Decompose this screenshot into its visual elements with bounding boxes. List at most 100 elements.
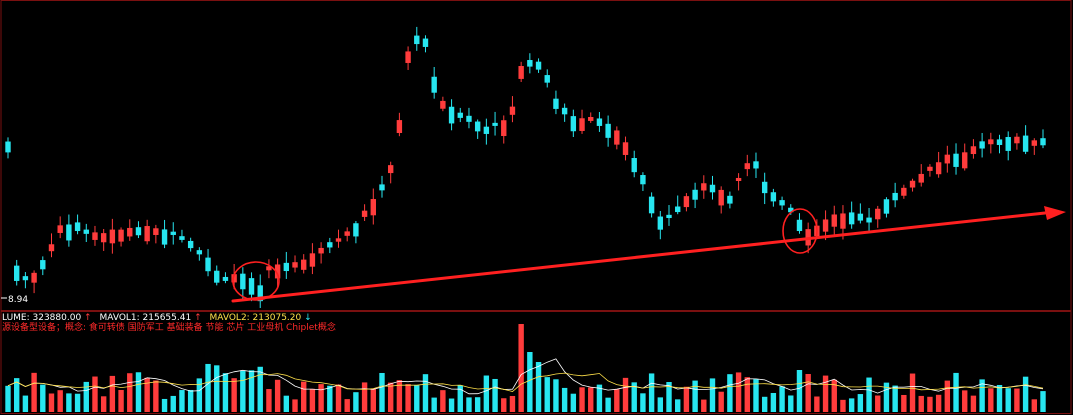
volume-bar [553,379,559,412]
volume-bar [466,397,472,412]
volume-bar [353,392,359,412]
volume-bar [909,373,916,412]
volume-arrow: ↑ [84,313,92,323]
volume-bar [492,378,498,412]
candle-body [570,116,577,132]
candle-body [509,106,516,115]
candle-body [866,217,872,223]
candle-body [222,276,229,281]
candle-body [448,106,455,124]
volume-bar [214,365,220,412]
candle-body [709,184,716,193]
volume-bar [709,378,716,412]
candle-body [596,118,603,126]
volume-bar [822,375,829,412]
candle-body [344,231,350,236]
candle-body [579,118,585,131]
candle-body [875,208,881,220]
volume-bar [414,385,420,412]
volume-bar [153,380,159,412]
volume-bar [274,379,281,412]
candle-body [327,242,333,248]
candle-body [153,228,159,235]
volume-bar [535,362,542,412]
candle-body [161,229,168,245]
volume-bar [170,395,176,412]
candle-body [561,107,568,115]
volume-bar [222,373,229,412]
volume-bar [605,397,611,412]
candle-body [144,226,150,242]
volume-bar [988,388,994,412]
candle-body [48,244,55,252]
candle-body [379,184,385,191]
candle-body [31,272,37,283]
volume-bar [814,396,820,412]
volume-bar [161,398,168,412]
candlestick-series [5,26,1046,308]
candle-body [883,199,890,214]
candle-body [735,177,742,181]
volume-bar [857,394,864,412]
volume-bar [918,395,924,412]
volume-bar [405,384,411,412]
volume-bar [1040,391,1046,412]
candle-body [892,192,898,201]
volume-bar [892,385,898,412]
candle-body [701,183,707,191]
volume-panel-frame [0,311,1072,414]
candle-body [92,232,98,240]
volume-bar [796,370,803,412]
candle-body [1022,135,1029,152]
volume-bar [831,379,837,412]
volume-bar [501,398,507,412]
volume-bar [970,395,977,412]
volume-bar [14,378,20,412]
candle-body [283,262,290,272]
candle-body [405,51,411,63]
volume-bar [761,396,768,412]
candle-body [414,35,420,45]
candle-body [431,76,437,93]
circle-marker-2 [782,208,818,254]
mavol1-line [7,358,1044,395]
volume-bar [266,389,272,412]
candle-body [527,60,533,67]
candle-body [770,192,777,202]
candle-body [935,162,942,175]
candle-body [796,219,803,232]
volume-bar [735,372,742,412]
volume-info-row: LUME: 323880.00 ↑ MAVOL1: 215655.41 ↑ MA… [2,313,312,323]
circle-marker-1 [232,261,280,301]
volume-bar [40,384,46,412]
volume-bar [231,378,237,412]
volume-bar [187,389,194,412]
volume-bar [22,395,29,412]
volume-bar [744,377,750,412]
candle-body [109,229,116,244]
volume-bar [953,372,959,412]
volume-bar [648,373,655,412]
volume-bar [344,399,350,412]
candle-body [501,120,507,137]
candle-body [631,158,637,173]
mavol1-arrow: ↑ [194,313,202,323]
candle-body [901,187,907,196]
volume-bar [248,370,255,412]
low-price-label: 8.94 [8,295,28,305]
volume-bar [283,395,290,412]
volume-bar [309,388,316,412]
candle-body [335,238,342,242]
candle-body [66,224,72,241]
volume-value: LUME: 323880.00 [2,313,81,323]
candle-body [744,163,750,170]
volume-bar [57,390,63,412]
candle-body [605,123,611,138]
volume-bar [518,324,524,412]
candle-body [927,166,933,171]
volume-bar [361,382,368,412]
candle-body [40,260,46,270]
volume-bar [205,363,211,412]
candle-body [753,161,759,169]
